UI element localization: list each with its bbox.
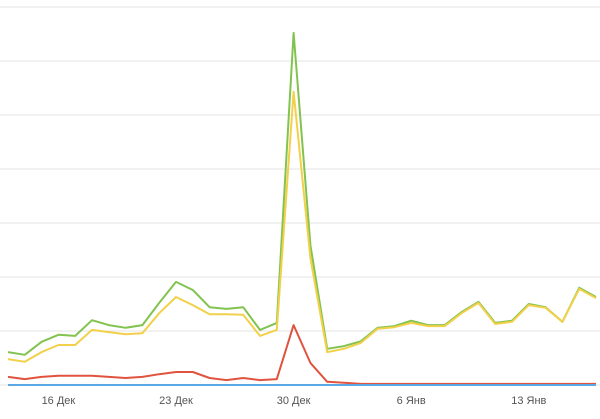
x-tick-label: 23 Дек [159,395,193,407]
series-line [7,90,597,363]
series-line [7,324,596,385]
series-line [7,31,597,356]
x-tick-label: 13 Янв [511,395,546,407]
x-tick-label: 6 Янв [397,395,426,407]
x-tick-label: 30 Дек [277,395,311,407]
x-tick-label: 16 Дек [42,395,76,407]
